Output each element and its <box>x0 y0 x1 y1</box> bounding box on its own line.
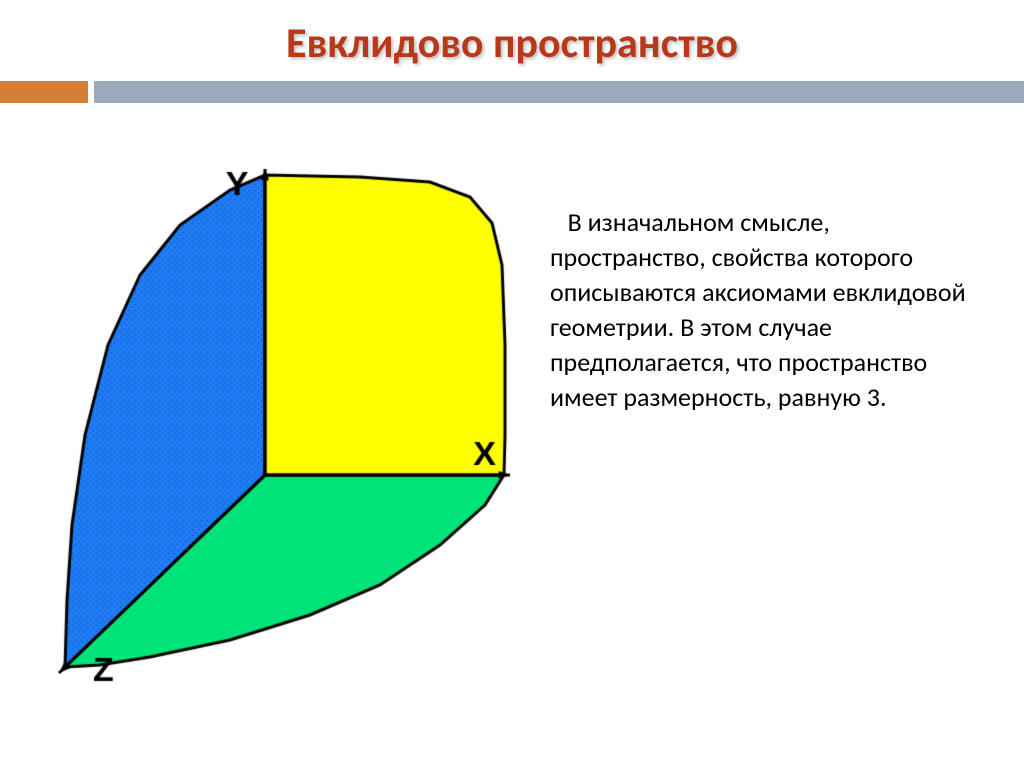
diagram <box>30 145 530 705</box>
content-row: В изначальном смысле, пространство, свой… <box>0 105 1024 705</box>
body-text: В изначальном смысле, пространство, свой… <box>550 205 980 416</box>
bar-gray <box>94 81 1024 103</box>
diagram-canvas <box>30 145 530 705</box>
slide-title: Евклидово пространство <box>0 18 1024 69</box>
divider-bar <box>0 81 1024 105</box>
bar-orange <box>0 81 88 103</box>
